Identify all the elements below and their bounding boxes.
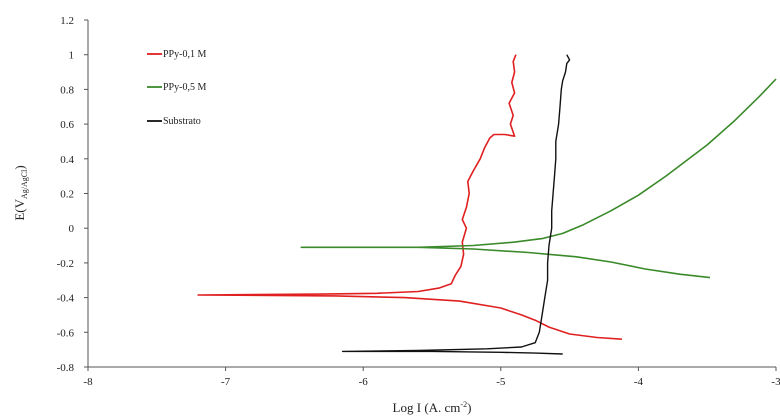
x-axis-title: Log I (A. cm-2) [393,400,472,415]
legend-label: PPy-0,1 M [163,49,206,60]
y-tick-label: 1 [69,50,75,62]
y-ticks: -0.8 -0.6 -0.4 -0.2 0 0.2 0.4 0.6 0.8 1 1.2 [57,15,88,374]
legend-label: Substrato [163,116,201,127]
series-line-2 [300,78,777,279]
legend: PPy-0,1 M PPy-0,5 M Substrato [147,49,206,127]
y-tick-label: 0 [69,223,75,235]
series-line-3 [341,54,571,355]
legend-label: PPy-0,5 M [163,82,206,93]
y-tick-label: 0.6 [60,119,74,131]
axes [87,20,776,368]
x-tick-label: -6 [359,376,369,388]
y-tick-label: 0.2 [60,189,74,201]
x-tick-label: -4 [634,376,644,388]
y-tick-label: 1.2 [60,15,74,27]
y-tick-label: -0.8 [57,362,75,374]
y-tick-label: -0.6 [57,327,75,339]
series-layer [197,54,777,355]
y-tick-label: -0.4 [57,293,75,305]
x-tick-label: -7 [221,376,231,388]
x-ticks: -8 -7 -6 -5 -4 -3 [83,367,780,388]
x-tick-label: -5 [496,376,506,388]
y-axis-title: E(VAg/AgCl) [12,165,29,220]
y-tick-label: 0.4 [60,154,74,166]
x-tick-label: -3 [771,376,780,388]
y-tick-label: -0.2 [57,258,74,270]
y-tick-label: 0.8 [60,84,74,96]
series-line-1 [197,54,622,340]
x-tick-label: -8 [83,376,93,388]
